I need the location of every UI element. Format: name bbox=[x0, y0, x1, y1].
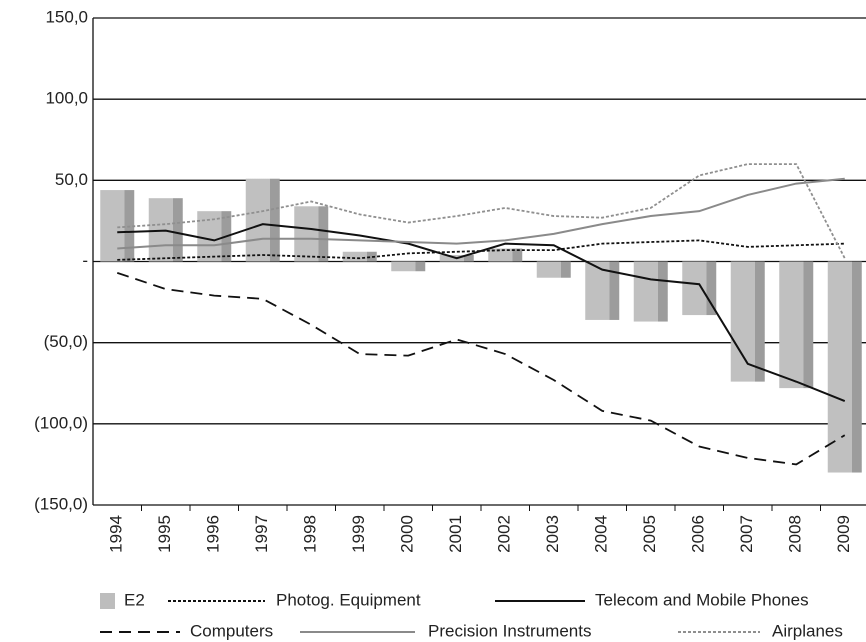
y-tick-label: (50,0) bbox=[44, 332, 88, 351]
y-tick-label: (150,0) bbox=[34, 494, 88, 513]
y-tick-label: - bbox=[82, 251, 88, 270]
y-tick-label: 50,0 bbox=[55, 170, 88, 189]
line bbox=[117, 239, 845, 261]
x-tick-label: 1994 bbox=[107, 515, 126, 553]
bar bbox=[391, 261, 426, 272]
legend-label: Computers bbox=[190, 621, 273, 640]
x-tick-label: 2001 bbox=[446, 515, 465, 553]
x-tick-label: 1996 bbox=[204, 515, 223, 553]
line bbox=[117, 177, 845, 250]
legend-label: Airplanes bbox=[772, 621, 843, 640]
x-tick-label: 2000 bbox=[398, 515, 417, 553]
bar bbox=[342, 251, 377, 262]
x-tick-label: 2006 bbox=[689, 515, 708, 553]
legend-label: Telecom and Mobile Phones bbox=[595, 590, 809, 609]
y-tick-label: 150,0 bbox=[45, 7, 88, 26]
legend-swatch bbox=[100, 593, 115, 609]
x-tick-label: 1995 bbox=[155, 515, 174, 553]
bar bbox=[488, 248, 523, 262]
bar bbox=[294, 206, 329, 262]
bar bbox=[536, 261, 571, 278]
line bbox=[116, 272, 846, 466]
x-tick-label: 2007 bbox=[737, 515, 756, 553]
x-tick-label: 2005 bbox=[640, 515, 659, 553]
legend-label: E2 bbox=[124, 590, 145, 609]
line bbox=[117, 163, 846, 259]
bar bbox=[730, 261, 765, 382]
legend-label: Photog. Equipment bbox=[276, 590, 421, 609]
bar bbox=[245, 178, 280, 262]
bar bbox=[827, 261, 862, 473]
x-tick-label: 1997 bbox=[252, 515, 271, 553]
x-tick-label: 1999 bbox=[349, 515, 368, 553]
x-tick-label: 2003 bbox=[543, 515, 562, 553]
y-tick-label: 100,0 bbox=[45, 89, 88, 108]
line bbox=[117, 223, 846, 403]
x-tick-label: 1998 bbox=[301, 515, 320, 553]
x-tick-label: 2008 bbox=[786, 515, 805, 553]
x-tick-label: 2009 bbox=[834, 515, 853, 553]
bar bbox=[633, 261, 668, 322]
x-tick-label: 2002 bbox=[495, 515, 514, 553]
y-tick-label: (100,0) bbox=[34, 413, 88, 432]
legend-label: Precision Instruments bbox=[428, 621, 591, 640]
bar bbox=[682, 261, 717, 316]
bar bbox=[779, 261, 814, 389]
x-tick-label: 2004 bbox=[592, 515, 611, 553]
